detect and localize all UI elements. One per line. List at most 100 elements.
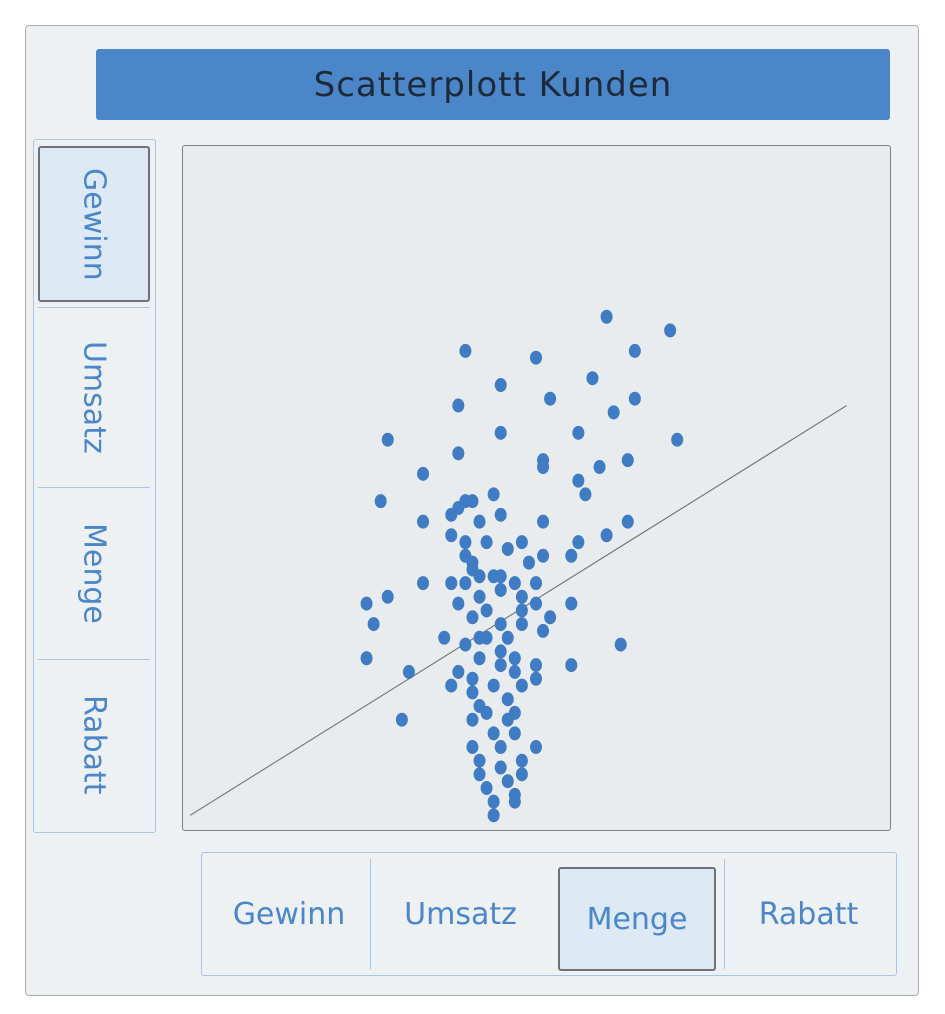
data-point bbox=[515, 767, 528, 782]
data-point bbox=[480, 603, 493, 618]
data-point bbox=[473, 753, 486, 768]
data-point bbox=[480, 630, 493, 645]
data-point bbox=[607, 405, 620, 420]
x-option-umsatz[interactable]: Umsatz bbox=[370, 859, 550, 969]
data-point bbox=[544, 391, 557, 406]
data-point bbox=[466, 712, 479, 727]
data-point bbox=[473, 651, 486, 666]
data-point bbox=[487, 808, 500, 823]
data-point bbox=[628, 343, 641, 358]
data-point bbox=[600, 528, 613, 543]
data-point bbox=[621, 514, 634, 529]
data-point bbox=[501, 692, 514, 707]
data-point bbox=[572, 473, 585, 488]
data-point bbox=[480, 535, 493, 550]
x-option-menge[interactable]: Menge bbox=[558, 867, 716, 971]
scatter-plot bbox=[182, 145, 891, 831]
data-point bbox=[530, 350, 542, 365]
data-point bbox=[565, 658, 578, 673]
data-point bbox=[494, 425, 507, 440]
data-point bbox=[515, 535, 528, 550]
data-point bbox=[537, 460, 550, 475]
x-option-gewinn[interactable]: Gewinn bbox=[232, 896, 346, 932]
data-point bbox=[459, 637, 472, 652]
data-point bbox=[586, 371, 599, 386]
data-point bbox=[417, 466, 430, 481]
data-point bbox=[530, 671, 542, 686]
data-point bbox=[360, 651, 373, 666]
page-title: Scatterplott Kunden bbox=[96, 49, 890, 120]
y-axis-selector: Gewinn Umsatz Menge Rabatt bbox=[33, 139, 156, 833]
data-point bbox=[473, 589, 486, 604]
data-point bbox=[494, 658, 507, 673]
data-point bbox=[621, 453, 634, 468]
data-point bbox=[487, 487, 500, 502]
data-point bbox=[452, 398, 465, 413]
data-point bbox=[671, 432, 684, 447]
data-point bbox=[452, 664, 465, 679]
data-point bbox=[515, 589, 528, 604]
data-point bbox=[466, 610, 479, 625]
data-point bbox=[508, 664, 521, 679]
data-point bbox=[515, 603, 528, 618]
data-point bbox=[530, 576, 542, 591]
y-option-menge[interactable]: Menge bbox=[38, 487, 150, 659]
data-point bbox=[445, 528, 458, 543]
data-point bbox=[508, 794, 521, 809]
data-point bbox=[374, 494, 387, 509]
data-point bbox=[508, 576, 521, 591]
data-point bbox=[473, 514, 486, 529]
data-point bbox=[438, 630, 451, 645]
data-point bbox=[628, 391, 641, 406]
data-point bbox=[501, 630, 514, 645]
data-point bbox=[537, 548, 550, 563]
data-point bbox=[515, 678, 528, 693]
data-point bbox=[565, 596, 578, 611]
data-point bbox=[445, 576, 458, 591]
data-point bbox=[530, 658, 542, 673]
data-point bbox=[395, 712, 408, 727]
data-point bbox=[537, 514, 550, 529]
data-point bbox=[501, 774, 514, 789]
data-point bbox=[367, 617, 380, 632]
x-axis-selector: Gewinn Umsatz Menge Rabatt bbox=[201, 852, 897, 976]
data-point bbox=[494, 644, 507, 659]
data-point bbox=[494, 582, 507, 597]
data-point bbox=[530, 740, 542, 755]
data-point bbox=[487, 794, 500, 809]
data-point bbox=[600, 309, 613, 324]
data-point bbox=[508, 726, 521, 741]
data-point bbox=[572, 535, 585, 550]
data-point bbox=[664, 323, 677, 338]
data-point bbox=[494, 507, 507, 522]
data-point bbox=[494, 740, 507, 755]
data-point bbox=[381, 432, 394, 447]
data-point bbox=[445, 507, 458, 522]
y-option-umsatz[interactable]: Umsatz bbox=[38, 307, 150, 487]
data-point bbox=[452, 446, 465, 461]
data-point bbox=[565, 548, 578, 563]
data-point bbox=[480, 705, 493, 720]
data-point bbox=[466, 685, 479, 700]
data-point bbox=[459, 576, 472, 591]
scatter-svg bbox=[189, 309, 847, 823]
data-point bbox=[501, 712, 514, 727]
x-option-rabatt[interactable]: Rabatt bbox=[724, 859, 892, 969]
data-point bbox=[614, 637, 627, 652]
y-option-rabatt[interactable]: Rabatt bbox=[38, 659, 150, 829]
data-point bbox=[459, 343, 472, 358]
data-point bbox=[544, 610, 557, 625]
data-point bbox=[417, 514, 430, 529]
data-point bbox=[494, 760, 507, 775]
data-point bbox=[445, 678, 458, 693]
data-point bbox=[522, 555, 535, 570]
data-point bbox=[530, 596, 542, 611]
data-point bbox=[593, 460, 606, 475]
y-option-gewinn[interactable]: Gewinn bbox=[38, 146, 150, 302]
data-point bbox=[480, 781, 493, 796]
data-point bbox=[487, 678, 500, 693]
data-point bbox=[402, 664, 415, 679]
data-point bbox=[487, 726, 500, 741]
data-point bbox=[452, 596, 465, 611]
data-point bbox=[494, 617, 507, 632]
